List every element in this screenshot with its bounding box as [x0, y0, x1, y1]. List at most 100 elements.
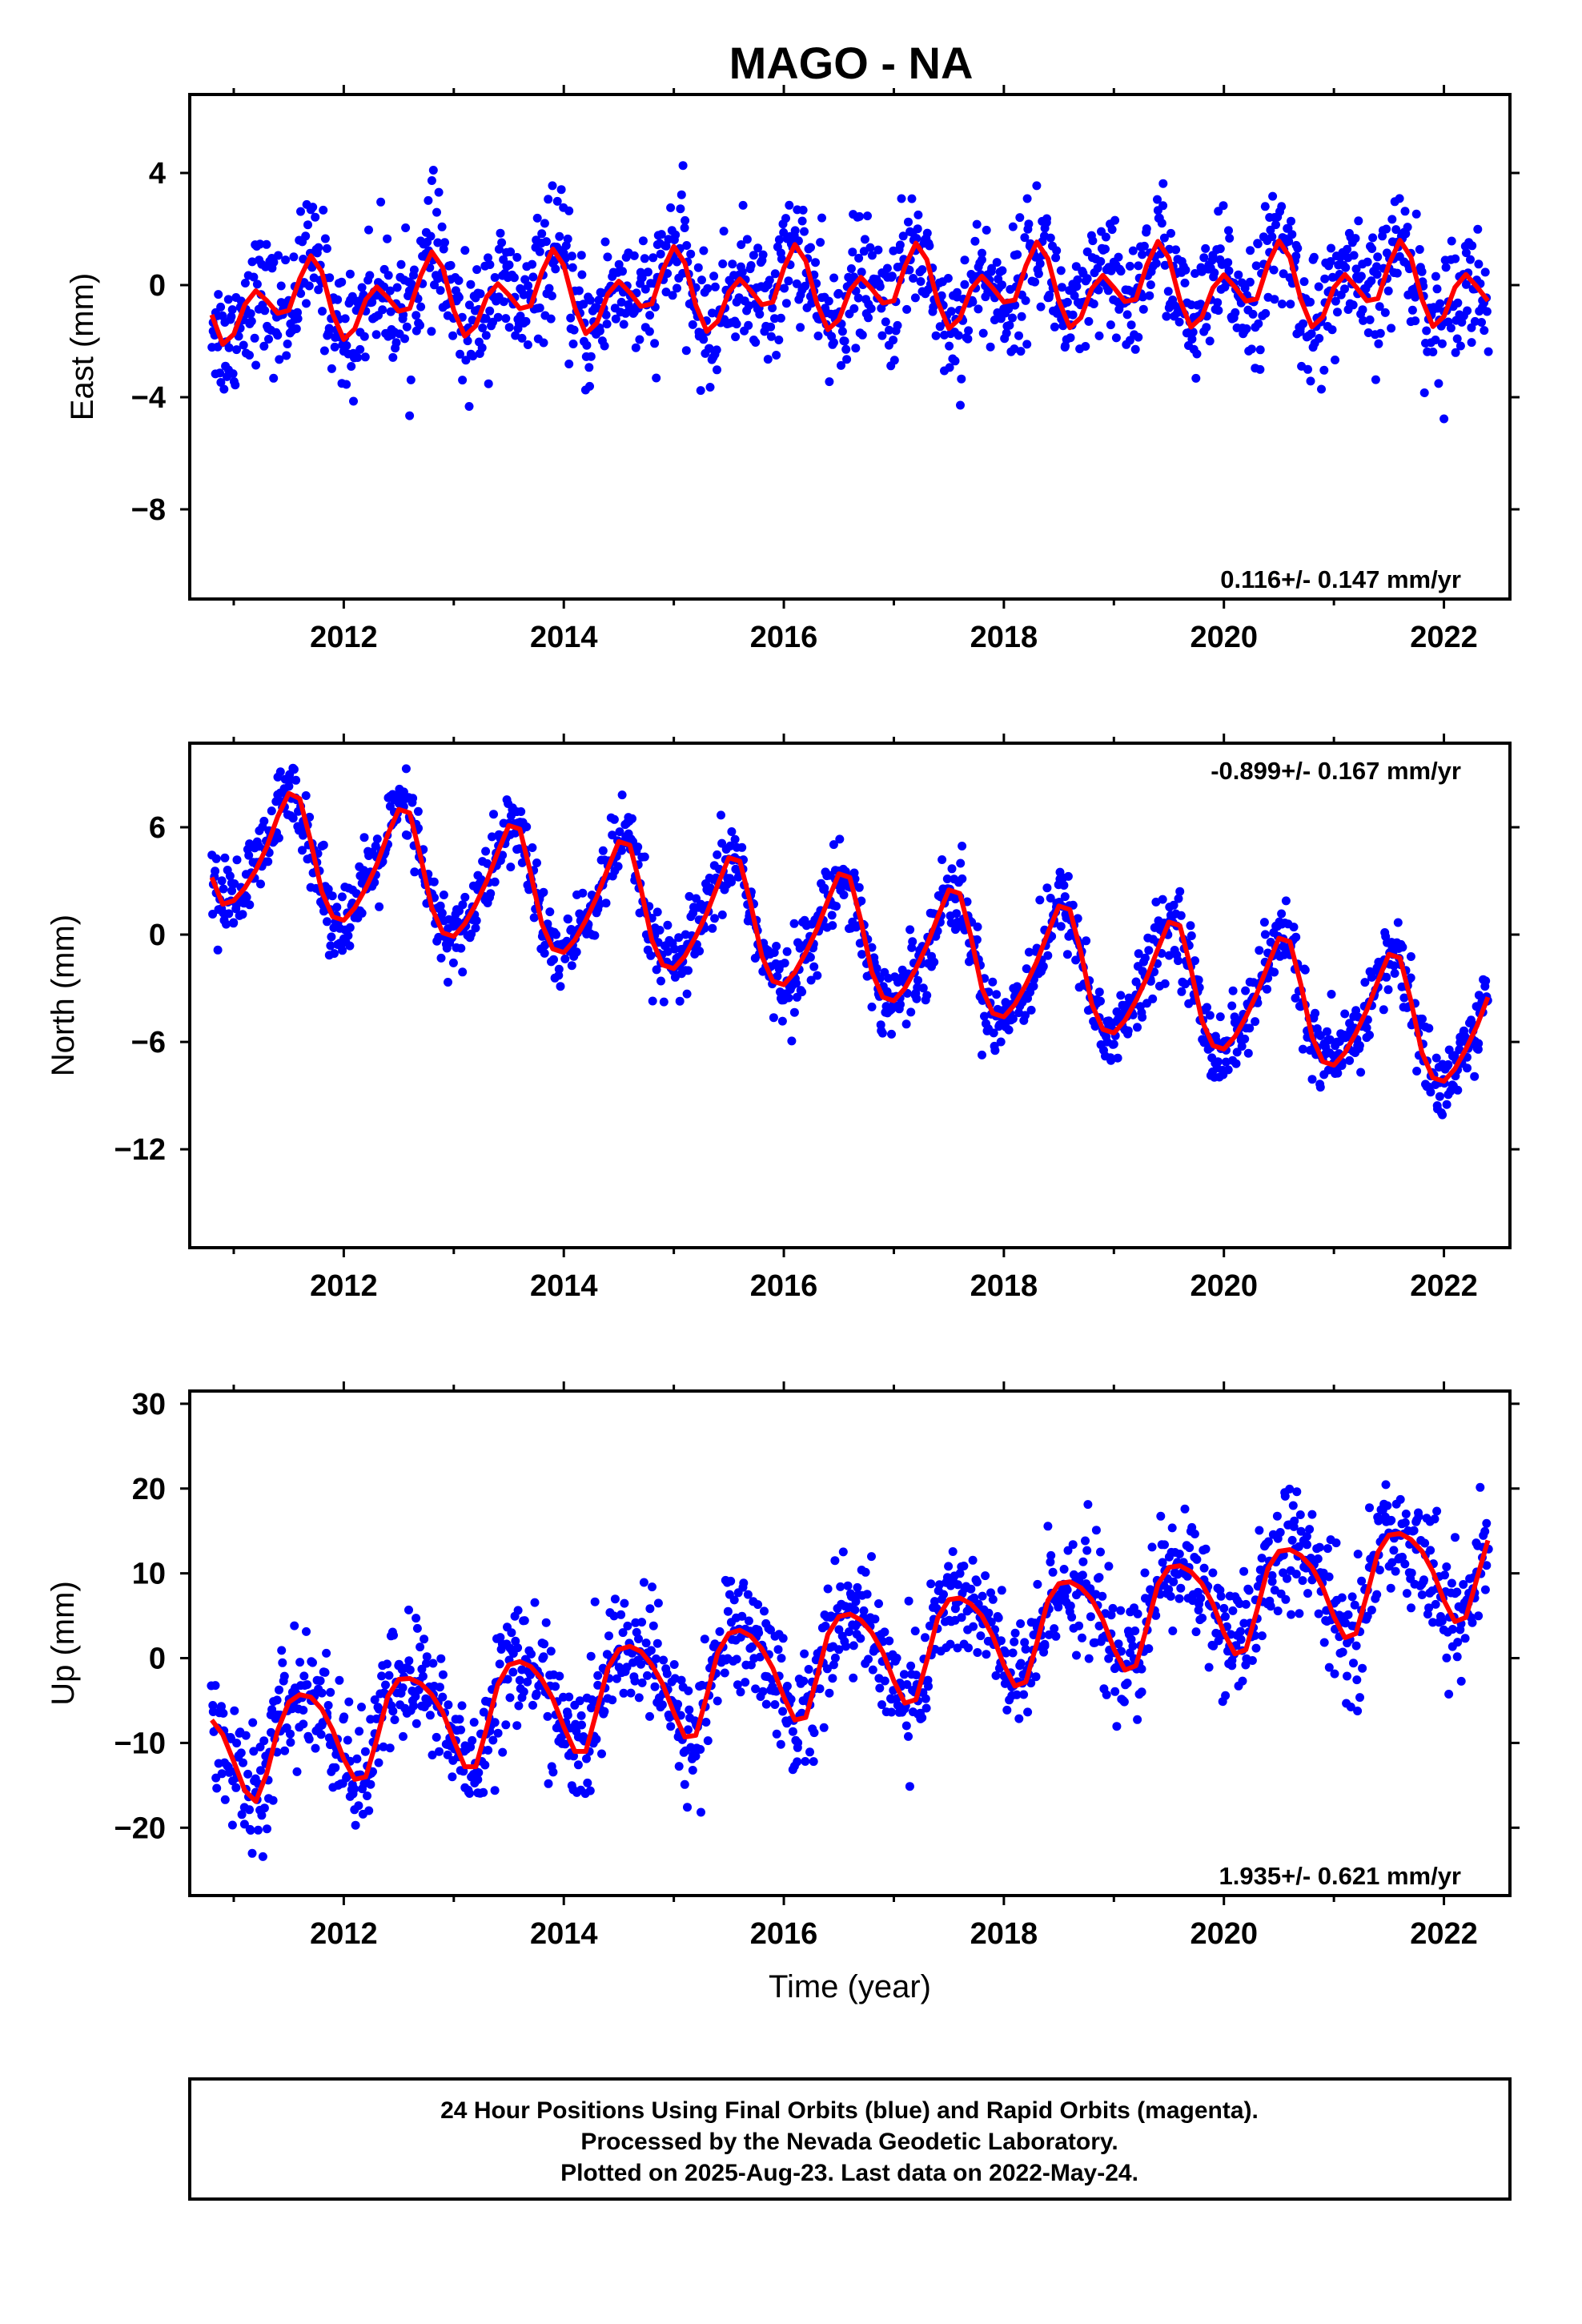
- up-data-point: [1365, 1503, 1374, 1513]
- east-plot-frame: [188, 93, 1512, 601]
- up-data-point: [1273, 1606, 1283, 1616]
- up-data-point: [1078, 1570, 1087, 1580]
- up-data-point: [1346, 1703, 1355, 1711]
- up-data-point: [619, 1688, 628, 1698]
- north-data-point: [460, 892, 470, 902]
- up-data-point: [973, 1578, 982, 1586]
- east-data-point: [464, 402, 474, 411]
- up-data-point: [1002, 1648, 1011, 1658]
- east-data-point: [1052, 246, 1062, 255]
- north-data-point: [471, 923, 480, 933]
- east-data-point: [484, 379, 493, 388]
- east-data-point: [1267, 232, 1277, 242]
- north-data-point: [772, 942, 781, 951]
- east-data-point: [416, 320, 424, 330]
- north-x-tick-label: 2018: [970, 1269, 1038, 1303]
- east-data-point: [601, 310, 611, 320]
- up-data-point: [243, 1769, 253, 1779]
- up-data-point: [843, 1581, 853, 1590]
- north-data-point: [1177, 987, 1186, 996]
- east-data-point: [774, 235, 784, 244]
- east-data-point: [889, 356, 899, 365]
- up-data-point: [277, 1646, 287, 1655]
- up-data-point: [220, 1795, 230, 1804]
- east-data-point: [1234, 270, 1243, 279]
- east-data-point: [252, 279, 262, 289]
- north-data-point: [896, 999, 905, 1009]
- east-data-point: [770, 269, 780, 279]
- up-data-point: [292, 1767, 302, 1776]
- up-data-point: [801, 1757, 810, 1766]
- up-data-point: [874, 1599, 883, 1608]
- up-data-point: [703, 1736, 713, 1746]
- east-data-point: [1191, 269, 1200, 278]
- up-data-point: [991, 1671, 1001, 1680]
- north-data-point: [913, 975, 922, 985]
- up-data-point: [1192, 1554, 1202, 1564]
- east-data-point: [824, 296, 833, 306]
- up-data-point: [1285, 1484, 1295, 1494]
- north-data-point: [1060, 892, 1070, 902]
- up-data-point: [1295, 1609, 1304, 1618]
- east-data-point: [234, 332, 243, 341]
- up-data-point: [1086, 1584, 1095, 1594]
- north-data-point: [1004, 1025, 1014, 1035]
- east-data-point: [1020, 233, 1030, 243]
- north-data-point: [1418, 1014, 1427, 1023]
- north-data-point: [1174, 894, 1183, 903]
- east-data-point: [744, 320, 753, 330]
- up-data-point: [1391, 1566, 1400, 1576]
- north-data-point: [517, 858, 527, 867]
- east-data-point: [1138, 304, 1148, 314]
- up-data-point: [507, 1628, 516, 1638]
- east-data-point: [432, 207, 441, 217]
- north-data-point: [1259, 918, 1269, 927]
- east-data-point: [1035, 259, 1045, 268]
- up-data-point: [412, 1623, 422, 1633]
- north-data-point: [613, 862, 623, 871]
- north-data-point: [1365, 1031, 1374, 1039]
- up-data-point: [639, 1578, 648, 1587]
- east-data-point: [388, 352, 398, 362]
- north-data-point: [332, 903, 342, 912]
- up-data-point: [432, 1732, 441, 1742]
- north-data-point: [590, 931, 600, 940]
- up-data-point: [256, 1766, 265, 1775]
- east-data-point: [427, 176, 436, 185]
- north-data-point: [1241, 986, 1251, 995]
- north-data-point: [345, 923, 355, 932]
- east-data-point: [1158, 201, 1168, 211]
- north-data-point: [652, 965, 661, 975]
- north-data-point: [323, 917, 331, 927]
- east-data-point: [1138, 292, 1147, 302]
- up-data-point: [520, 1616, 529, 1626]
- north-data-point: [1399, 993, 1409, 1003]
- up-data-point: [674, 1762, 684, 1771]
- east-data-point: [1138, 250, 1147, 259]
- east-data-point: [551, 264, 560, 274]
- east-data-point: [1299, 319, 1308, 328]
- up-data-point: [227, 1820, 237, 1830]
- east-data-point: [772, 351, 781, 360]
- east-data-point: [255, 239, 265, 249]
- up-data-point: [1033, 1579, 1042, 1589]
- north-data-point: [1203, 1003, 1211, 1012]
- up-data-point: [1012, 1690, 1022, 1699]
- up-data-point: [352, 1754, 362, 1763]
- north-data-point: [1323, 1027, 1331, 1036]
- east-data-point: [699, 335, 709, 344]
- east-data-point: [319, 205, 328, 215]
- east-data-point: [1411, 209, 1421, 219]
- east-data-point: [299, 255, 308, 263]
- north-data-point: [730, 834, 740, 844]
- up-data-point: [1296, 1526, 1306, 1536]
- up-data-point: [1407, 1568, 1416, 1578]
- east-data-point: [1224, 226, 1233, 235]
- east-data-point: [977, 255, 986, 264]
- east-data-point: [766, 332, 776, 341]
- east-data-point: [1419, 388, 1429, 397]
- east-data-point: [426, 231, 436, 241]
- up-data-point: [1008, 1648, 1018, 1658]
- east-data-point: [260, 306, 270, 316]
